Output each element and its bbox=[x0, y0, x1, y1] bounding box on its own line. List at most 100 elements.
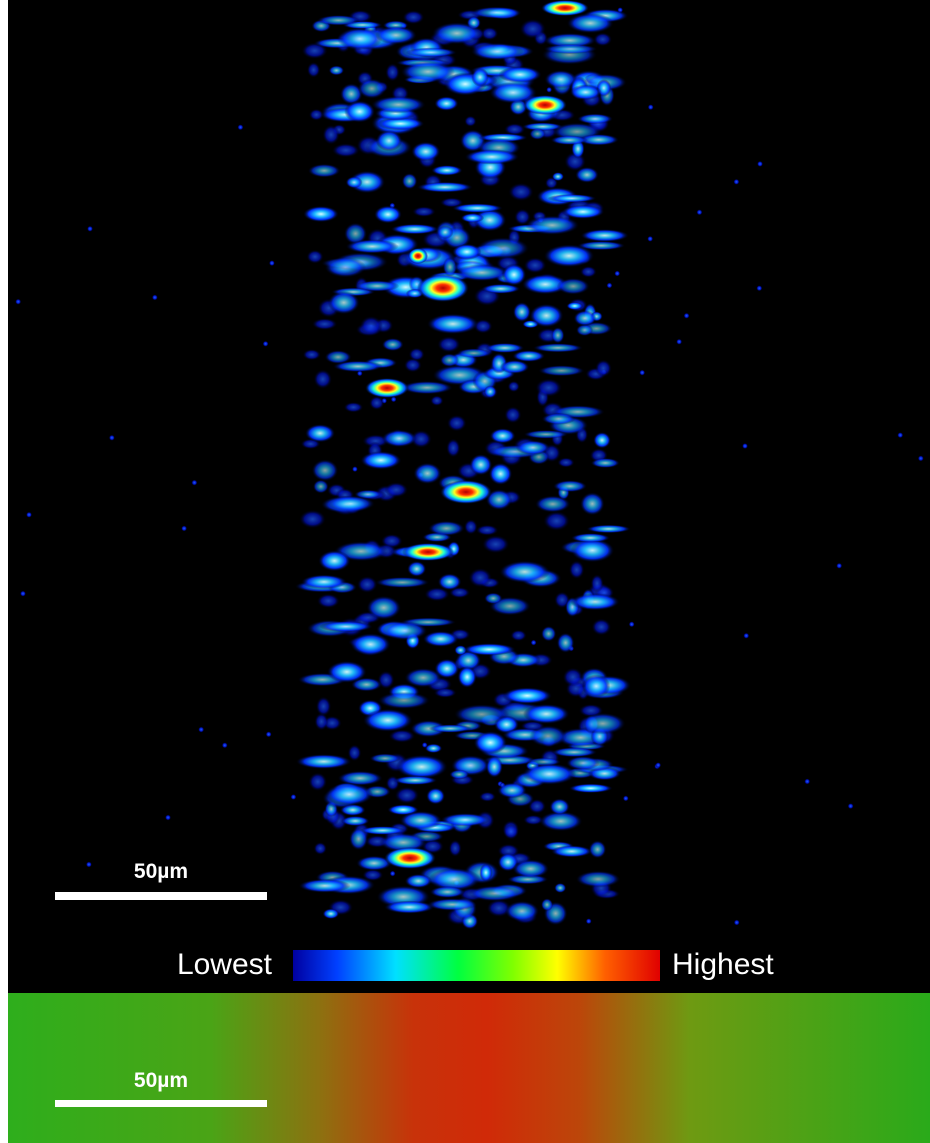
spot bbox=[590, 457, 620, 469]
spot bbox=[319, 621, 373, 633]
spot bbox=[485, 755, 503, 778]
spot bbox=[404, 668, 442, 688]
spot bbox=[541, 0, 589, 16]
spot bbox=[521, 122, 564, 131]
spot bbox=[523, 95, 567, 115]
spot bbox=[407, 561, 427, 577]
spot bbox=[375, 576, 430, 588]
spot bbox=[455, 650, 482, 671]
spot bbox=[327, 291, 360, 315]
spot bbox=[579, 712, 626, 735]
spot bbox=[451, 203, 503, 213]
spot bbox=[433, 687, 457, 698]
spot bbox=[655, 762, 662, 769]
spot bbox=[362, 869, 384, 882]
spot bbox=[393, 775, 438, 785]
spot bbox=[897, 432, 904, 439]
spot bbox=[316, 15, 361, 26]
spot bbox=[404, 873, 433, 889]
spot bbox=[15, 298, 22, 305]
spot bbox=[400, 381, 453, 395]
spot bbox=[586, 524, 631, 534]
spot bbox=[347, 744, 362, 762]
spot bbox=[573, 310, 597, 327]
spot bbox=[570, 533, 611, 543]
spot bbox=[108, 434, 115, 441]
spot bbox=[484, 592, 503, 605]
spot bbox=[593, 32, 613, 47]
spot bbox=[221, 742, 228, 749]
spot bbox=[151, 294, 158, 301]
spot bbox=[452, 243, 482, 260]
spot bbox=[522, 703, 570, 725]
spot bbox=[431, 165, 463, 176]
spot bbox=[639, 369, 646, 376]
spot bbox=[410, 430, 432, 448]
spot bbox=[309, 108, 324, 121]
scale-bar bbox=[55, 892, 267, 900]
spot bbox=[315, 696, 332, 717]
spot bbox=[437, 336, 461, 353]
spot bbox=[577, 241, 626, 251]
spot bbox=[743, 632, 750, 639]
spot bbox=[322, 908, 340, 920]
spot bbox=[575, 324, 594, 337]
spot bbox=[308, 772, 328, 792]
spot bbox=[322, 124, 340, 145]
spot bbox=[570, 593, 620, 611]
spot bbox=[579, 265, 597, 278]
spot bbox=[439, 197, 464, 208]
spot bbox=[446, 414, 467, 432]
spot bbox=[331, 143, 360, 158]
spot bbox=[683, 312, 690, 319]
spot bbox=[454, 264, 510, 282]
spot bbox=[428, 724, 472, 733]
spot bbox=[614, 270, 621, 277]
spot bbox=[312, 479, 329, 494]
spot bbox=[332, 360, 383, 373]
spot bbox=[489, 81, 537, 104]
spot bbox=[413, 462, 442, 485]
spot bbox=[469, 454, 493, 476]
spot bbox=[543, 244, 595, 268]
spot bbox=[326, 660, 367, 683]
spot bbox=[384, 847, 436, 869]
spot bbox=[381, 337, 404, 352]
spot bbox=[591, 618, 612, 636]
spot bbox=[357, 78, 387, 99]
spot bbox=[390, 396, 397, 403]
spot bbox=[508, 182, 534, 202]
spot bbox=[303, 205, 339, 223]
spot bbox=[381, 429, 417, 448]
spot bbox=[426, 898, 478, 911]
spot bbox=[434, 96, 459, 111]
spot bbox=[26, 511, 33, 518]
spot bbox=[543, 511, 570, 531]
spot bbox=[512, 350, 546, 362]
spot bbox=[439, 353, 460, 368]
spot bbox=[313, 369, 332, 389]
spot bbox=[324, 350, 352, 364]
spot bbox=[593, 431, 611, 449]
spot bbox=[19, 590, 26, 597]
spot bbox=[374, 205, 402, 224]
spot bbox=[311, 318, 338, 330]
spot bbox=[562, 667, 584, 687]
spot bbox=[917, 455, 924, 462]
spot bbox=[399, 811, 443, 830]
spot bbox=[394, 786, 420, 804]
spot bbox=[87, 225, 94, 232]
spot bbox=[301, 574, 347, 590]
spot bbox=[742, 443, 749, 450]
spot bbox=[470, 42, 524, 61]
spot bbox=[384, 482, 409, 498]
spot bbox=[543, 33, 597, 49]
spot bbox=[385, 63, 400, 82]
spot bbox=[328, 65, 345, 76]
spot bbox=[316, 593, 340, 609]
spot bbox=[733, 919, 740, 926]
spot bbox=[359, 315, 383, 336]
spot bbox=[345, 239, 399, 254]
spot bbox=[357, 576, 378, 593]
scale-bar-label: 50µm bbox=[134, 860, 188, 883]
